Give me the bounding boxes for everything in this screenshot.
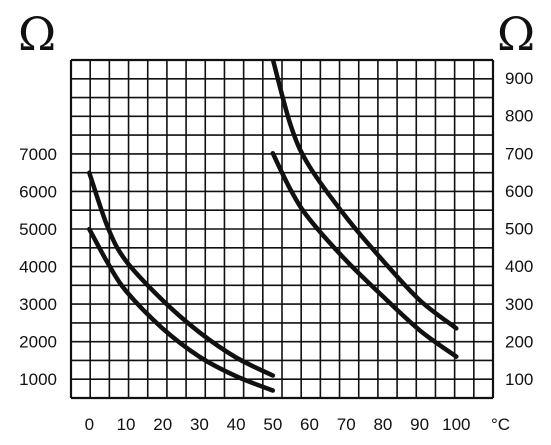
x-tick-label: 80 [373,415,392,434]
x-tick-label: 40 [227,415,246,434]
x-tick-label: 30 [190,415,209,434]
left-tick-label: 4000 [19,258,57,277]
left-tick-label: 5000 [19,220,57,239]
right-tick-label: 900 [505,69,533,88]
right-tick-label: 300 [505,295,533,314]
x-tick-label: 50 [263,415,282,434]
curve-right-3 [270,60,459,331]
right-tick-label: 800 [505,107,533,126]
right-axis-unit: Ω [497,7,535,61]
left-tick-label: 6000 [19,183,57,202]
x-tick-label: 70 [337,415,356,434]
x-tick-label: 10 [117,415,136,434]
x-tick-label: 90 [410,415,429,434]
right-tick-label: 700 [505,144,533,163]
right-tick-label: 400 [505,257,533,276]
curve-left-2 [87,226,276,393]
left-tick-label: 2000 [19,333,57,352]
x-tick-label: 100 [442,415,470,434]
right-tick-label: 600 [505,182,533,201]
x-axis-unit: °C [491,415,510,434]
left-tick-label: 1000 [19,370,57,389]
right-tick-label: 500 [505,220,533,239]
grid [69,58,495,400]
x-tick-label: 20 [153,415,172,434]
left-tick-label: 3000 [19,295,57,314]
curve-left-1 [87,170,276,378]
labels: 1000200030004000500060007000100200300400… [19,69,533,434]
curves [87,60,459,393]
x-tick-label: 60 [300,415,319,434]
x-tick-label: 0 [85,415,94,434]
right-tick-label: 200 [505,333,533,352]
left-tick-label: 7000 [19,145,57,164]
right-tick-label: 100 [505,370,533,389]
left-axis-unit: Ω [18,7,56,61]
curve-right-4 [270,151,459,359]
